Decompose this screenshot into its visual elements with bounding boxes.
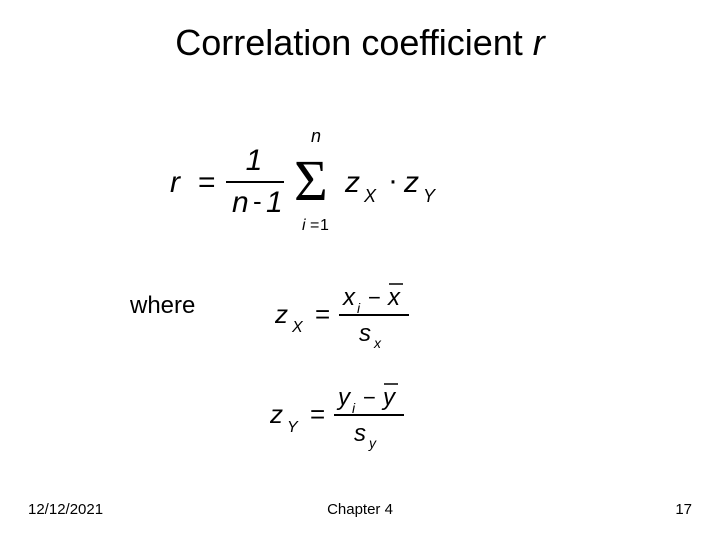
footer-chapter: Chapter 4 [0, 501, 720, 518]
footer-page: 17 [675, 501, 692, 518]
formula-main: r = 1 n - 1 n Σ i = 1 z X · z Y [170, 120, 550, 240]
cdot: · [388, 164, 398, 197]
denom-n: n [232, 186, 249, 219]
zy-denom-s: s [354, 420, 366, 447]
zx-xbar: x [387, 284, 401, 311]
sum-eq: = [310, 217, 319, 234]
zy-lhs-sub: Y [287, 419, 299, 436]
title-italic: r [533, 22, 545, 63]
where-label: where [130, 292, 195, 320]
zy-denom-sub: y [368, 435, 377, 451]
zy-base: z [403, 166, 419, 199]
zx-minus: − [368, 285, 381, 310]
sum-upper: n [311, 126, 321, 146]
slide-title: Correlation coefficient r [0, 22, 720, 64]
zy-lhs-base: z [270, 399, 283, 429]
zy-sub: Y [423, 186, 437, 206]
sigma-symbol: Σ [294, 148, 328, 213]
zy-eq: = [310, 399, 325, 429]
zx-sub: X [363, 186, 377, 206]
zx-eq: = [315, 299, 330, 329]
sum-1: 1 [320, 217, 329, 234]
zx-num-x: x [342, 284, 356, 311]
zx-lhs-base: z [275, 299, 288, 329]
title-plain: Correlation coefficient [175, 22, 533, 63]
zx-lhs-sub: X [291, 319, 304, 336]
zx-denom-s: s [359, 320, 371, 347]
zx-num-i: i [357, 300, 361, 316]
denom-1: 1 [266, 186, 283, 219]
sum-i: i [302, 217, 306, 234]
formula-zy: z Y = y i − y s y [270, 375, 470, 455]
zy-minus: − [363, 385, 376, 410]
zy-num-i: i [352, 400, 356, 416]
eq-symbol: = [198, 166, 216, 199]
zy-ybar: y [381, 384, 397, 411]
formula-zx: z X = x i − x s x [275, 275, 475, 355]
denom-dash: - [253, 186, 262, 216]
frac-num: 1 [246, 144, 263, 177]
r-symbol: r [170, 166, 181, 199]
slide: Correlation coefficient r r = 1 n - 1 n … [0, 0, 720, 540]
zx-base: z [344, 166, 360, 199]
zy-num-y: y [336, 384, 352, 411]
zx-denom-sub: x [373, 335, 382, 351]
